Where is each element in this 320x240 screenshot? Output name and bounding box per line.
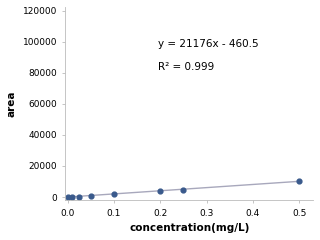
Point [111,192,116,196]
Point [158,189,163,193]
Text: y = 21176x - 460.5: y = 21176x - 460.5 [158,39,259,49]
Point [70,195,75,199]
Point [65,195,70,199]
Point [297,179,302,183]
Text: R² = 0.999: R² = 0.999 [158,62,214,72]
Y-axis label: area: area [7,90,17,117]
X-axis label: concentration(mg/L): concentration(mg/L) [129,223,249,233]
Point [88,194,93,198]
Point [77,195,82,199]
Point [181,188,186,192]
